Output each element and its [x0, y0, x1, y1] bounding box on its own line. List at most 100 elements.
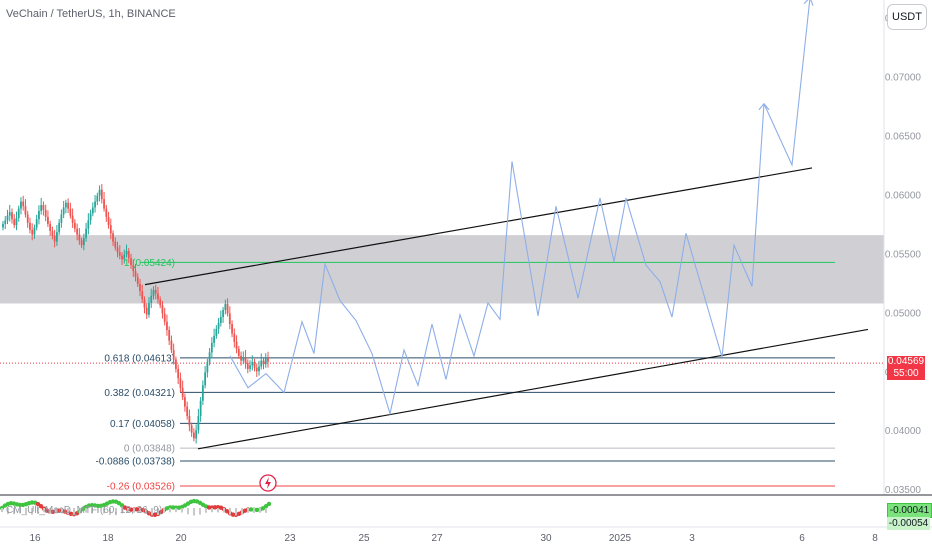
candle-body: [139, 284, 141, 292]
fib-level-label: 0 (0.03848): [124, 444, 175, 455]
candle-body: [127, 251, 130, 259]
candle-body: [188, 416, 191, 426]
candle-body: [168, 330, 171, 341]
oscillator-bar: [43, 508, 45, 513]
price-axis-layer: 0.075000.070000.065000.060000.055000.050…: [883, 0, 922, 496]
candle-body: [161, 305, 164, 314]
candles-layer: [2, 183, 269, 444]
current-price-badge: 0.04569 55:00: [887, 356, 925, 381]
current-price-value: 0.04569: [887, 356, 925, 368]
candle-body: [244, 357, 247, 363]
time-axis-layer: 16 18 20 23 25 27 30 2025 3 6 8: [0, 526, 932, 544]
candle-body: [204, 372, 207, 386]
oscillator-bar: [85, 508, 87, 513]
resistance-zone-layer: [0, 235, 884, 304]
oscillator-bar: [205, 508, 207, 513]
candle-body: [219, 317, 222, 323]
oscillator-value-secondary: -0.00054: [887, 517, 930, 530]
candle-body: [109, 225, 112, 234]
candle-body: [197, 416, 200, 431]
candle-body: [2, 223, 4, 228]
candle-body: [159, 299, 162, 306]
candle-body: [22, 201, 25, 207]
candle-body: [255, 367, 258, 372]
candle-body: [240, 355, 242, 361]
candle-body: [213, 335, 216, 343]
candle-body: [163, 313, 166, 322]
oscillator-dot: [38, 504, 44, 509]
price-tick-label: 0.05500: [885, 249, 922, 260]
oscillator-bar: [211, 508, 213, 513]
candle-body: [208, 352, 211, 362]
candle-body: [55, 232, 58, 242]
currency-button[interactable]: USDT: [887, 4, 927, 30]
time-tick-label: 3: [689, 533, 695, 544]
candle-body: [35, 219, 38, 228]
candle-body: [145, 307, 148, 315]
candle-body: [40, 205, 43, 211]
candle-body: [94, 201, 96, 208]
oscillator-bar: [229, 508, 231, 515]
oscillator-bar: [103, 508, 105, 514]
candle-body: [123, 254, 126, 260]
fib-level-label: -0.26 (0.03526): [107, 482, 175, 493]
candle-body: [103, 199, 105, 209]
time-tick-label: 27: [431, 533, 443, 544]
lightning-icon[interactable]: [259, 474, 277, 492]
candle-body: [114, 241, 117, 248]
oscillator-bar: [259, 508, 261, 513]
candle-body: [210, 342, 213, 353]
candle-body: [112, 233, 114, 242]
candle-body: [6, 215, 9, 221]
candle-body: [249, 365, 251, 369]
time-tick-label: 20: [175, 533, 187, 544]
oscillator-bar: [73, 508, 75, 516]
candle-body: [192, 432, 195, 439]
candle-body: [157, 293, 159, 300]
candle-body: [134, 271, 137, 277]
oscillator-bar: [223, 508, 225, 513]
candle-body: [143, 299, 146, 308]
time-tick-label: 23: [284, 533, 296, 544]
candle-body: [73, 222, 76, 229]
projection-arrowhead: [803, 0, 814, 6]
trendline: [197, 328, 869, 450]
candle-body: [148, 302, 150, 315]
candle-body: [51, 231, 54, 236]
candle-body: [11, 212, 13, 220]
candle-body: [215, 328, 218, 336]
candle-body: [242, 357, 245, 361]
trendlines-layer: [144, 167, 869, 450]
candle-body: [107, 216, 110, 226]
candle-body: [217, 322, 220, 329]
candle-body: [206, 361, 209, 373]
oscillator-bar: [169, 508, 171, 513]
candle-body: [26, 214, 29, 223]
oscillator-bar: [79, 508, 81, 514]
candle-body: [118, 252, 121, 256]
candle-body: [121, 255, 123, 260]
oscillator-bar: [163, 508, 165, 513]
candle-countdown: 55:00: [893, 368, 919, 380]
candle-body: [76, 228, 79, 235]
oscillator-bar: [157, 508, 159, 515]
candle-body: [33, 227, 36, 235]
time-tick-label: 18: [102, 533, 114, 544]
candle-body: [87, 220, 90, 229]
candle-body: [228, 313, 231, 325]
candle-body: [141, 291, 144, 300]
oscillator-bar: [25, 508, 27, 514]
candle-body: [125, 251, 128, 255]
price-tick-label: 0.06500: [885, 132, 922, 143]
oscillator-bar: [241, 508, 243, 515]
oscillator-bar: [187, 508, 189, 515]
oscillator-bar: [31, 508, 33, 515]
oscillator-bar: [67, 508, 69, 515]
candle-body: [199, 400, 202, 417]
candle-body: [47, 216, 49, 224]
oscillator-bar: [13, 508, 15, 515]
trendline: [144, 167, 813, 286]
candle-body: [235, 341, 238, 349]
oscillator-bar: [181, 508, 183, 513]
